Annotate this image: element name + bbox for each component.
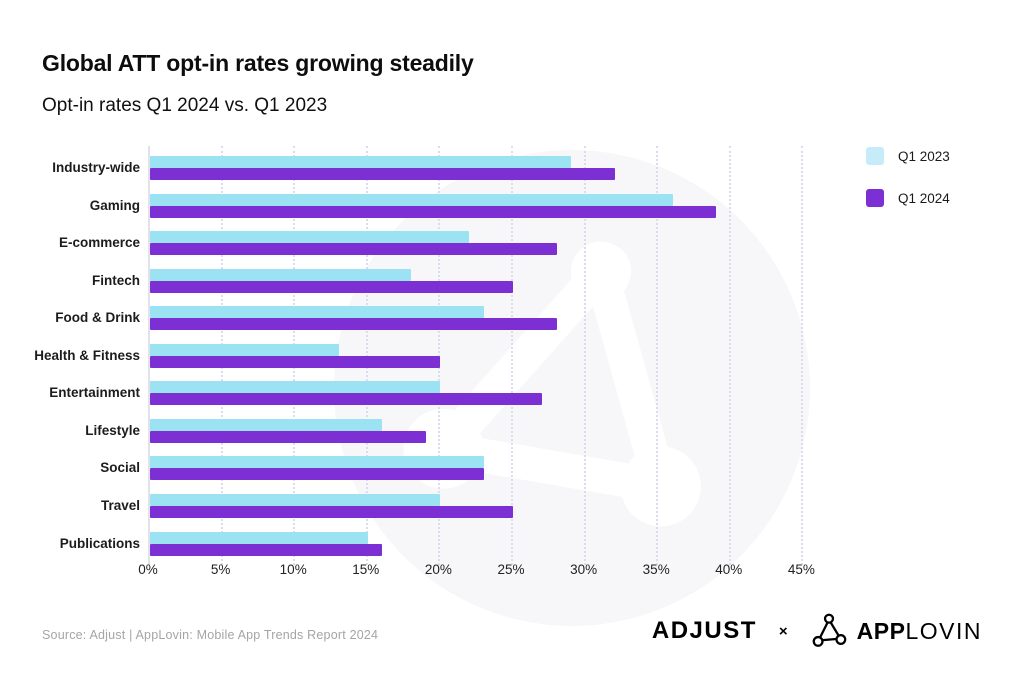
gridline [583, 146, 586, 565]
bar-q1-2023-health-fitness [150, 343, 339, 356]
applovin-triangle-icon [812, 613, 847, 647]
brand-lockup: ADJUST × APPLOVIN [652, 610, 982, 652]
bar-q1-2023-social [150, 456, 484, 469]
category-label: Health & Fitness [34, 347, 140, 363]
x-tick-label: 0% [138, 562, 158, 577]
bar-q1-2024-health-fitness [150, 355, 441, 368]
x-tick-label: 5% [210, 562, 231, 577]
bar-q1-2023-lifestyle [150, 418, 383, 431]
legend-label: Q1 2023 [898, 148, 950, 164]
gridline [728, 146, 731, 565]
legend-item: Q1 2024 [866, 189, 950, 207]
bar-q1-2024-social [150, 468, 484, 481]
applovin-wordmark-app: APP [856, 617, 906, 644]
x-tick-label: 35% [642, 562, 670, 577]
chart-legend: Q1 2023 Q1 2024 [866, 147, 950, 231]
adjust-logo: ADJUST [651, 617, 757, 644]
category-label: Industry-wide [52, 160, 140, 175]
gridline [656, 146, 659, 565]
x-tick-label: 15% [352, 562, 380, 577]
bar-q1-2024-travel [150, 505, 513, 518]
category-label: Gaming [89, 197, 140, 213]
gridline [148, 146, 150, 565]
gridline [365, 146, 368, 565]
bar-q1-2023-e-commerce [150, 231, 470, 244]
bar-q1-2023-food-drink [150, 306, 484, 319]
category-label: Fintech [91, 272, 140, 288]
bar-q1-2023-travel [150, 493, 441, 506]
category-label: Lifestyle [85, 422, 140, 438]
category-label: Social [100, 460, 140, 476]
applovin-wordmark-lovin: LOVIN [905, 617, 982, 644]
x-tick-label: 25% [497, 562, 525, 577]
x-tick-label: 20% [424, 562, 452, 577]
bar-q1-2024-industry-wide [150, 168, 615, 180]
legend-swatch [866, 147, 884, 165]
chart-plot-area [148, 146, 804, 565]
category-label: Publications [59, 535, 140, 551]
bar-q1-2023-gaming [150, 193, 673, 206]
bar-q1-2024-gaming [150, 205, 717, 218]
page-subtitle: Opt-in rates Q1 2024 vs. Q1 2023 [42, 95, 328, 116]
gridline [801, 146, 804, 565]
bar-q1-2024-fintech [150, 280, 513, 293]
x-tick-label: 45% [787, 562, 815, 577]
bar-q1-2023-entertainment [150, 381, 441, 394]
category-label: Food & Drink [55, 310, 140, 326]
bar-q1-2023-fintech [150, 268, 412, 281]
category-label: Entertainment [49, 385, 140, 401]
applovin-logo: APPLOVIN [810, 613, 982, 649]
bar-q1-2024-food-drink [150, 318, 557, 331]
bar-q1-2024-lifestyle [150, 430, 426, 443]
x-tick-label: 40% [715, 562, 743, 577]
category-label: E-commerce [58, 235, 140, 251]
category-label: Travel [100, 497, 140, 513]
gridline [438, 146, 441, 565]
bar-q1-2024-e-commerce [150, 243, 557, 256]
gridline [511, 146, 513, 565]
bar-q1-2024-publications [150, 543, 383, 556]
bar-q1-2023-publications [150, 531, 368, 544]
bar-q1-2024-entertainment [150, 393, 543, 406]
bar-q1-2023-industry-wide [150, 156, 572, 168]
legend-swatch [866, 189, 884, 207]
x-tick-label: 10% [279, 562, 307, 577]
legend-item: Q1 2023 [866, 147, 950, 165]
x-tick-label: 30% [570, 562, 598, 577]
source-note: Source: Adjust | AppLovin: Mobile App Tr… [42, 628, 379, 642]
legend-label: Q1 2024 [898, 190, 950, 206]
page-title: Global ATT opt-in rates growing steadily [42, 50, 474, 76]
multiply-separator: × [778, 622, 788, 640]
